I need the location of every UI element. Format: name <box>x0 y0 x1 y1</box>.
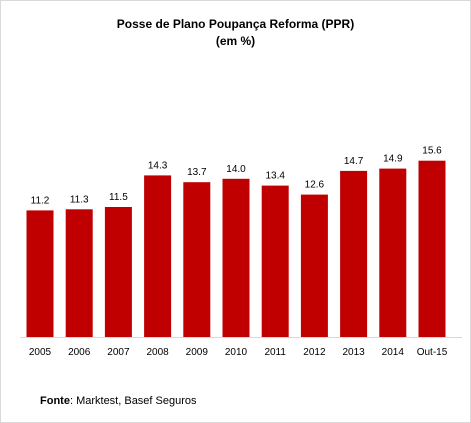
x-tick-label-2012: 2012 <box>303 347 326 358</box>
bar-2009 <box>183 182 211 337</box>
bar-2005 <box>26 210 54 337</box>
bar-2007 <box>104 207 132 337</box>
source-label: Fonte <box>40 395 70 407</box>
data-label-2011: 13.4 <box>265 171 285 182</box>
x-tick-label-2006: 2006 <box>68 347 91 358</box>
source-note: Fonte: Marktest, Basef Seguros <box>40 394 197 408</box>
data-label-2008: 14.3 <box>148 160 168 171</box>
x-tick-label-2009: 2009 <box>186 347 209 358</box>
data-label-2007: 11.5 <box>109 192 128 203</box>
x-tick-label-2014: 2014 <box>382 347 405 358</box>
bar-2013 <box>340 170 368 337</box>
chart-title: Posse de Plano Poupança Reforma (PPR) <box>116 17 355 31</box>
data-label-2006: 11.3 <box>70 194 89 205</box>
data-label-2013: 14.7 <box>344 156 364 167</box>
source-text: : Marktest, Basef Seguros <box>69 395 197 407</box>
data-label-2005: 11.2 <box>31 195 50 206</box>
bar-2010 <box>222 178 250 337</box>
bar-2008 <box>144 175 172 337</box>
data-label-2012: 12.6 <box>305 180 325 191</box>
data-label-2009: 13.7 <box>187 167 207 178</box>
data-label-2014: 14.9 <box>383 154 403 165</box>
data-label-2010: 14.0 <box>226 164 246 175</box>
bar-2011 <box>261 185 289 337</box>
x-tick-label-2007: 2007 <box>107 347 130 358</box>
x-tick-label-2008: 2008 <box>146 347 169 358</box>
bar-2014 <box>379 168 407 337</box>
x-tick-label-Out-15: Out-15 <box>417 347 448 358</box>
x-tick-label-2005: 2005 <box>29 347 52 358</box>
bar-Out-15 <box>418 160 446 337</box>
data-label-Out-15: 15.6 <box>422 146 442 157</box>
bar-2012 <box>300 194 328 337</box>
x-tick-label-2010: 2010 <box>225 347 248 358</box>
bar-2006 <box>65 209 93 337</box>
x-tick-label-2013: 2013 <box>342 347 365 358</box>
x-tick-label-2011: 2011 <box>264 347 286 358</box>
chart-subtitle: (em %) <box>215 34 256 48</box>
